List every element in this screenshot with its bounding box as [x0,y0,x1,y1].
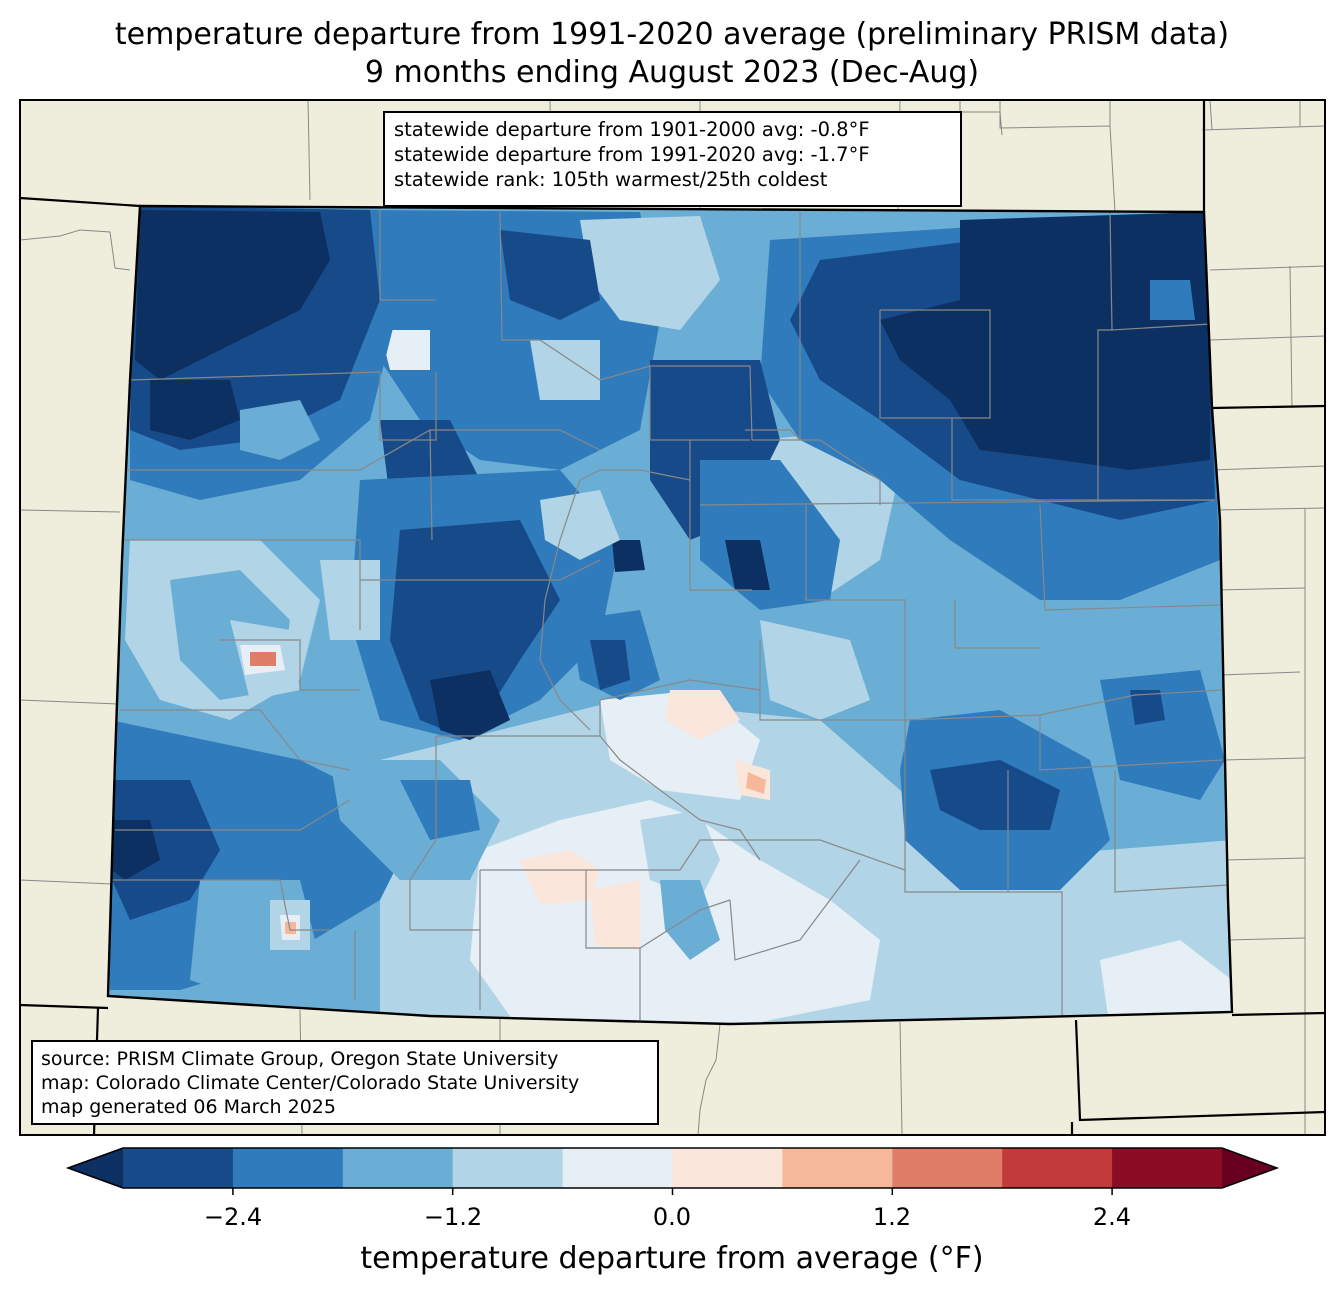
colorbar-tick-label: 0.0 [652,1203,692,1231]
colorbar-extend-min [68,1148,123,1188]
stats-line-1991-2020: statewide departure from 1991-2020 avg: … [394,143,870,166]
colorbar-segment [1002,1148,1113,1188]
colorbar-outline [65,1147,1280,1189]
colorbar-tick-label: 1.2 [872,1203,912,1231]
credits-generated: map generated 06 March 2025 [41,1096,336,1118]
colorbar-extend-max [1222,1148,1277,1188]
colorbar-segment [562,1148,673,1188]
colorbar-segment [232,1148,344,1188]
colorbar-segment [782,1148,893,1188]
colorbar-segment [342,1148,454,1188]
colorado-county-lines [110,210,1229,1020]
credits-map: map: Colorado Climate Center/Colorado St… [41,1072,580,1094]
map-title: temperature departure from 1991-2020 ave… [114,17,1230,52]
colorbar [65,1147,1280,1195]
neighbor-state-borders [20,100,1325,1135]
stats-line-rank: statewide rank: 105th warmest/25th colde… [394,168,828,191]
statewide-stats-box: statewide departure from 1901-2000 avg: … [383,111,962,207]
colorbar-segment [892,1148,1003,1188]
stats-line-1901-2000: statewide departure from 1901-2000 avg: … [394,118,870,141]
colorado-state-border [106,204,1234,1026]
colorbar-tick-label: −1.2 [423,1203,483,1231]
credits-box: source: PRISM Climate Group, Oregon Stat… [31,1040,659,1125]
temperature-anomaly-field [108,206,1232,1024]
colorbar-segment [452,1148,564,1188]
colorbar-segment [672,1148,783,1188]
colorbar-tick-label: −2.4 [203,1203,263,1231]
map-frame [19,99,1326,1136]
map-subtitle: 9 months ending August 2023 (Dec-Aug) [364,55,980,90]
colorbar-segment [123,1148,234,1188]
colorbar-label: temperature departure from average (°F) [360,1241,984,1276]
colorbar-segment [1112,1148,1223,1188]
colorbar-tick-label: 2.4 [1092,1203,1132,1231]
credits-source: source: PRISM Climate Group, Oregon Stat… [41,1048,559,1070]
